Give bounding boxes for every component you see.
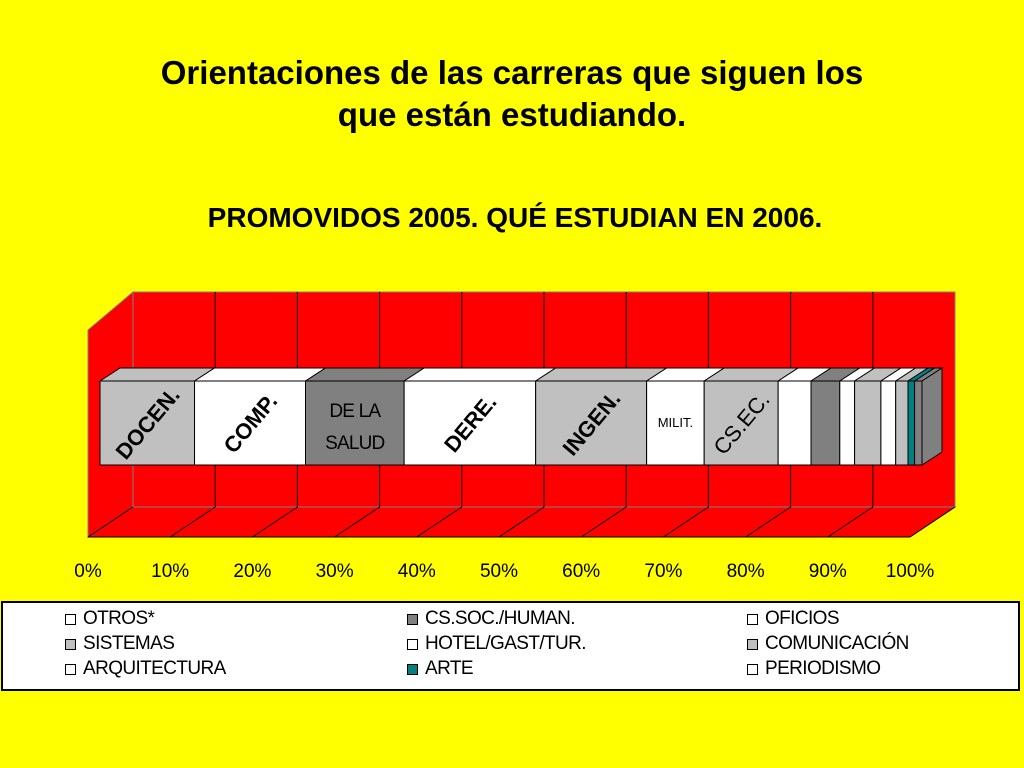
floor-gridline bbox=[87, 506, 134, 538]
chart-title: PROMOVIDOS 2005. QUÉ ESTUDIAN EN 2006. bbox=[207, 202, 823, 233]
legend-item: HOTEL/GAST/TUR. bbox=[407, 633, 587, 655]
bar-segment bbox=[98, 367, 217, 466]
tick-label: 30% bbox=[316, 561, 354, 582]
legend-item: COMUNICACIÓN bbox=[747, 633, 909, 655]
floor-gridline bbox=[498, 506, 545, 538]
legend-label: ARTE bbox=[425, 658, 474, 679]
bar-segment bbox=[533, 367, 669, 466]
legend-label: CS.SOC./HUMAN. bbox=[425, 608, 576, 629]
bar-segment bbox=[402, 367, 558, 466]
x-axis-ticks: 0% 10% 20% 30% 40% 50% 60% 70% 80% 90% 100% bbox=[74, 561, 934, 582]
legend-item: OFICIOS bbox=[747, 608, 840, 630]
tick-label: 50% bbox=[480, 561, 518, 582]
bar-segment-top bbox=[192, 367, 328, 382]
bar-segment-front bbox=[914, 380, 923, 466]
bar-segment-front bbox=[854, 380, 882, 466]
tick-label: 0% bbox=[74, 561, 102, 582]
legend-swatch bbox=[747, 638, 758, 650]
legend-label: COMUNICACIÓN bbox=[765, 633, 909, 654]
floor-gridline bbox=[416, 506, 463, 538]
legend-item: ARTE bbox=[407, 658, 474, 680]
tick-label: 40% bbox=[398, 561, 436, 582]
bar-segment bbox=[894, 367, 930, 466]
bar-segment-front bbox=[880, 380, 897, 466]
bar-segment-front bbox=[99, 380, 196, 466]
legend-swatch bbox=[407, 613, 418, 625]
legend-label: OTROS* bbox=[83, 608, 155, 629]
bar-end-face bbox=[921, 367, 943, 466]
bar-segment-front bbox=[810, 380, 841, 466]
page-title: Orientaciones de las carreras que siguen… bbox=[0, 52, 1024, 136]
bar-segment-front bbox=[777, 380, 812, 466]
bar-segment bbox=[644, 367, 726, 466]
bar-segment-front bbox=[403, 380, 537, 466]
legend-swatch bbox=[407, 663, 418, 675]
bar-segment bbox=[852, 367, 903, 466]
floor-gridline bbox=[827, 506, 874, 538]
floor-gridline bbox=[169, 506, 216, 538]
legend-label: OFICIOS bbox=[765, 608, 840, 629]
bar-segment bbox=[702, 367, 800, 466]
tick-label: 80% bbox=[727, 561, 765, 582]
tick-label: 60% bbox=[562, 561, 600, 582]
legend-item: ARQUITECTURA bbox=[65, 658, 226, 680]
segment-label: MILIT. bbox=[658, 415, 693, 430]
floor-gridline bbox=[334, 506, 380, 538]
floor-gridline bbox=[745, 506, 791, 538]
legend: OTROS* CS.SOC./HUMAN. OFICIOS SISTEMAS HOTEL… bbox=[1, 601, 1020, 691]
tick-label: 10% bbox=[151, 561, 189, 582]
bar-segment-front bbox=[646, 380, 705, 466]
legend-item: SISTEMAS bbox=[65, 633, 175, 655]
legend-item: CS.SOC./HUMAN. bbox=[407, 608, 576, 630]
legend-swatch bbox=[747, 663, 758, 675]
legend-swatch bbox=[407, 638, 418, 650]
bar-segment bbox=[838, 367, 877, 466]
bar-segment-front bbox=[703, 380, 779, 466]
floor-gridline bbox=[252, 506, 298, 538]
bar-segment-front bbox=[305, 380, 405, 466]
bar-segment-front bbox=[907, 380, 916, 466]
bar-segment-front bbox=[895, 380, 909, 466]
bar-segments bbox=[98, 367, 944, 466]
legend-label: SISTEMAS bbox=[83, 633, 175, 654]
bar-segment bbox=[879, 367, 918, 466]
legend-swatch bbox=[65, 613, 76, 625]
legend-label: PERIODISMO bbox=[765, 658, 881, 679]
bar-segment-top bbox=[402, 367, 558, 382]
segment-label: DE LA bbox=[329, 401, 381, 422]
tick-label: 100% bbox=[886, 561, 935, 582]
legend-item: OTROS* bbox=[65, 608, 155, 630]
tick-label: 20% bbox=[233, 561, 271, 582]
bar-segment bbox=[912, 367, 944, 466]
legend-item: PERIODISMO bbox=[747, 658, 881, 680]
tick-label: 70% bbox=[644, 561, 682, 582]
floor-gridline bbox=[580, 506, 627, 538]
bar-segment-front bbox=[839, 380, 856, 466]
bar-segment-front bbox=[535, 380, 648, 466]
legend-swatch bbox=[65, 663, 76, 675]
bar-segment-front bbox=[194, 380, 306, 466]
bar-segment-top bbox=[533, 367, 669, 382]
segment-label: SALUD bbox=[325, 433, 384, 454]
title-line-1: Orientaciones de las carreras que siguen… bbox=[160, 54, 864, 91]
legend-swatch bbox=[747, 613, 758, 625]
legend-swatch bbox=[65, 638, 76, 650]
bar-segment bbox=[192, 367, 328, 466]
title-line-2: que están estudiando. bbox=[337, 96, 687, 133]
legend-label: ARQUITECTURA bbox=[83, 658, 226, 679]
bar-segment bbox=[776, 367, 833, 466]
floor-gridline bbox=[909, 506, 956, 538]
legend-label: HOTEL/GAST/TUR. bbox=[425, 633, 587, 654]
tick-label: 90% bbox=[809, 561, 847, 582]
floor-gridline bbox=[663, 506, 709, 538]
